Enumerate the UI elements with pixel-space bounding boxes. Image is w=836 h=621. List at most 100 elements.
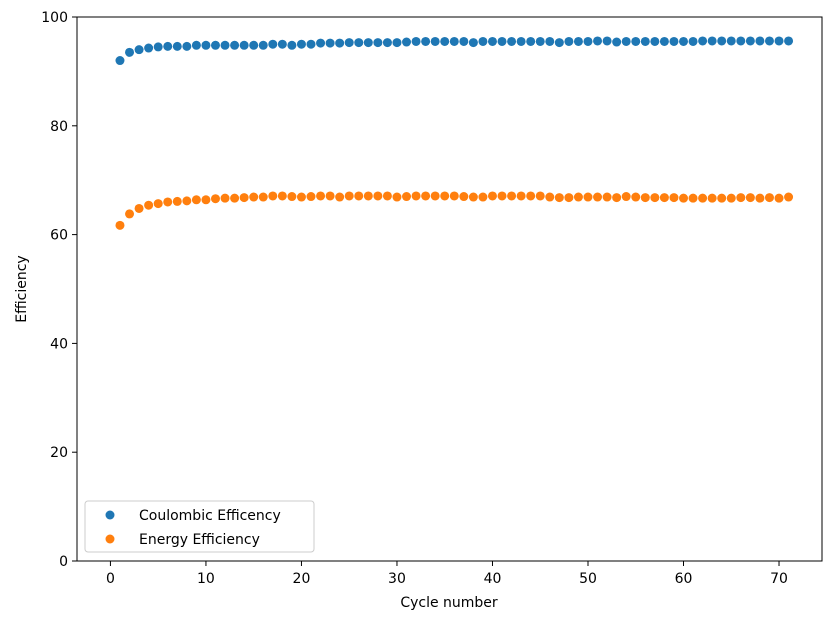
coulombic-point: [440, 36, 450, 46]
energy-point: [583, 192, 593, 202]
coulombic-point: [363, 38, 373, 48]
coulombic-point: [344, 38, 354, 48]
energy-point: [163, 197, 173, 207]
coulombic-point: [220, 40, 230, 50]
energy-point: [287, 192, 297, 202]
energy-point: [631, 192, 641, 202]
energy-point: [382, 191, 392, 201]
energy-point: [669, 193, 679, 203]
energy-point: [650, 193, 660, 203]
energy-point: [421, 191, 431, 201]
coulombic-point: [487, 36, 497, 46]
x-tick-label: 0: [106, 571, 115, 587]
coulombic-point: [507, 36, 517, 46]
energy-point: [258, 192, 268, 202]
coulombic-point: [239, 40, 249, 50]
energy-point: [516, 191, 526, 201]
energy-point: [402, 192, 412, 202]
coulombic-point: [230, 40, 240, 50]
x-tick-label: 40: [484, 571, 502, 587]
coulombic-point: [573, 36, 583, 46]
y-axis: 0 20 40 60 80 100: [41, 10, 77, 570]
energy-point: [755, 193, 765, 203]
coulombic-point: [258, 40, 268, 50]
coulombic-point: [153, 42, 163, 52]
coulombic-point: [382, 38, 392, 48]
legend-marker-coulombic: [105, 510, 115, 520]
energy-point: [659, 193, 669, 203]
coulombic-point: [535, 36, 545, 46]
coulombic-point: [583, 36, 593, 46]
coulombic-point: [621, 36, 631, 46]
coulombic-point: [144, 43, 154, 53]
x-tick-label: 10: [197, 571, 215, 587]
coulombic-point: [134, 45, 144, 55]
energy-point: [573, 192, 583, 202]
coulombic-point: [249, 40, 259, 50]
coulombic-point: [402, 37, 412, 47]
coulombic-point: [717, 36, 727, 46]
coulombic-point: [497, 36, 507, 46]
coulombic-point: [172, 41, 182, 51]
energy-point: [497, 191, 507, 201]
coulombic-point: [726, 36, 736, 46]
energy-point: [411, 191, 421, 201]
energy-point: [593, 192, 603, 202]
coulombic-point: [411, 36, 421, 46]
coulombic-point: [698, 36, 708, 46]
coulombic-point: [593, 36, 603, 46]
energy-point: [239, 193, 249, 203]
coulombic-point: [335, 38, 345, 48]
y-tick-label: 60: [50, 228, 68, 244]
coulombic-point: [784, 36, 794, 46]
energy-point: [373, 191, 383, 201]
energy-point: [564, 193, 574, 203]
energy-point: [191, 195, 201, 205]
coulombic-point: [612, 37, 622, 47]
coulombic-point: [764, 36, 774, 46]
x-tick-label: 70: [770, 571, 788, 587]
energy-point: [134, 203, 144, 213]
energy-point: [172, 196, 182, 206]
coulombic-point: [210, 40, 220, 50]
y-tick-label: 0: [59, 554, 68, 570]
coulombic-point: [182, 41, 192, 51]
energy-point: [774, 193, 784, 203]
energy-point: [717, 193, 727, 203]
coulombic-point: [516, 36, 526, 46]
coulombic-point: [354, 38, 364, 48]
coulombic-point: [325, 38, 335, 48]
energy-point: [468, 192, 478, 202]
coulombic-point: [669, 36, 679, 46]
energy-point: [392, 192, 402, 202]
x-axis: 0 10 20 30 40 50 60 70: [106, 561, 788, 587]
energy-point: [526, 191, 536, 201]
coulombic-point: [679, 36, 689, 46]
coulombic-point: [115, 56, 125, 66]
energy-point: [316, 191, 326, 201]
coulombic-point: [191, 40, 201, 50]
coulombic-point: [755, 36, 765, 46]
y-axis-label: Efficiency: [14, 255, 30, 322]
coulombic-point: [430, 36, 440, 46]
energy-point: [325, 191, 335, 201]
x-tick-label: 60: [675, 571, 693, 587]
energy-point: [612, 193, 622, 203]
coulombic-point: [201, 40, 211, 50]
coulombic-point: [774, 36, 784, 46]
energy-point: [478, 192, 488, 202]
coulombic-point: [373, 38, 383, 48]
coulombic-point: [468, 38, 478, 48]
energy-point: [354, 191, 364, 201]
energy-point: [230, 193, 240, 203]
energy-point: [640, 193, 650, 203]
legend-marker-energy: [105, 534, 115, 544]
y-tick-label: 100: [41, 10, 68, 26]
energy-point: [707, 193, 717, 203]
coulombic-point: [392, 38, 402, 48]
energy-point: [115, 220, 125, 230]
coulombic-point: [688, 36, 698, 46]
energy-point: [153, 199, 163, 209]
x-tick-label: 30: [388, 571, 406, 587]
energy-point: [440, 191, 450, 201]
